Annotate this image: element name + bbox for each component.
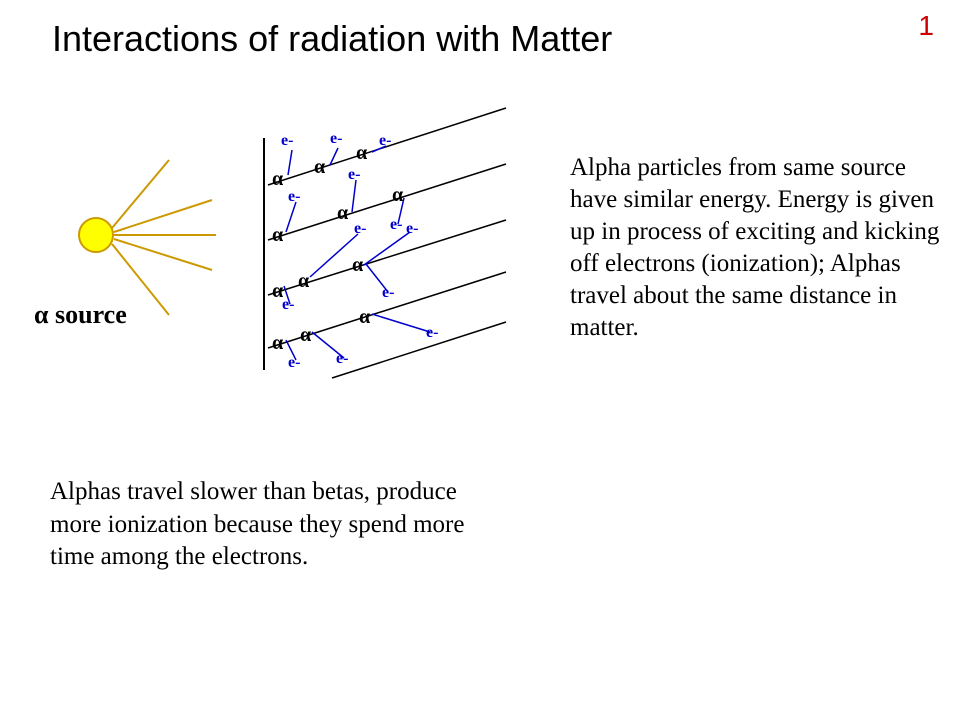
right-paragraph: Alpha particles from same source have si…	[570, 152, 940, 344]
alpha-symbol: α	[300, 324, 311, 347]
alpha-symbol: α	[392, 184, 403, 207]
alpha-symbol: α	[272, 224, 283, 247]
alpha-symbol: α	[356, 142, 367, 165]
electron-symbol: e-	[336, 350, 348, 368]
source-label: α source	[34, 300, 127, 330]
electron-symbol: e-	[382, 284, 394, 302]
electron-symbol: e-	[282, 296, 294, 314]
alpha-symbol: α	[314, 156, 325, 179]
electron-symbol: e-	[330, 130, 342, 148]
electron-symbol: e-	[426, 324, 438, 342]
alpha-symbol: α	[272, 168, 283, 191]
page-number: 1	[918, 10, 934, 42]
alpha-source-diagram: α source αααααααααααα e-e-e-e-e-e-e-e-e-…	[34, 120, 514, 450]
alpha-symbol: α	[352, 254, 363, 277]
alpha-symbol: α	[337, 202, 348, 225]
electron-symbol: e-	[406, 220, 418, 238]
electron-symbol: e-	[281, 132, 293, 150]
electron-symbol: e-	[390, 216, 402, 234]
alpha-symbol: α	[298, 270, 309, 293]
electron-symbol: e-	[288, 354, 300, 372]
page-title: Interactions of radiation with Matter	[52, 18, 612, 60]
electron-symbol: e-	[288, 188, 300, 206]
alpha-symbol: α	[272, 332, 283, 355]
bottom-paragraph: Alphas travel slower than betas, produce…	[50, 476, 510, 574]
electron-symbol: e-	[354, 220, 366, 238]
electron-symbol: e-	[348, 166, 360, 184]
alpha-symbol: α	[359, 306, 370, 329]
electron-symbol: e-	[379, 132, 391, 150]
